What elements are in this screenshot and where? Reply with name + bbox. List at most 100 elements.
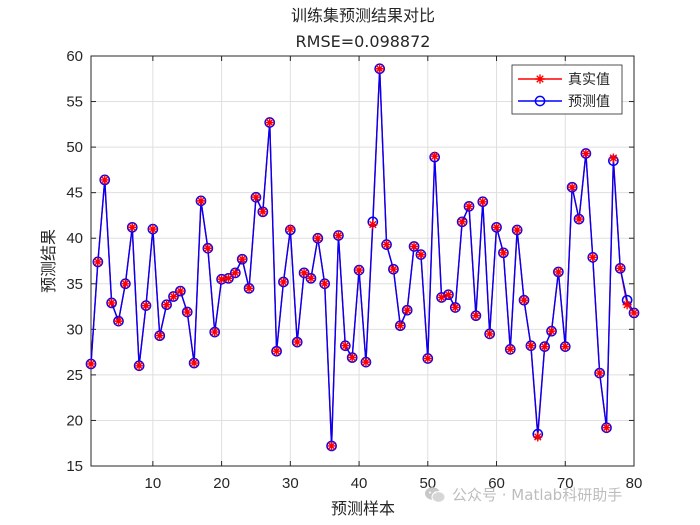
true-point	[595, 368, 605, 378]
y-tick-label: 60	[66, 48, 83, 65]
true-point	[285, 224, 295, 234]
legend-label: 预测值	[568, 94, 610, 110]
x-tick-label: 60	[488, 475, 505, 492]
legend-box	[511, 64, 623, 115]
true-point	[450, 302, 460, 313]
true-point	[258, 207, 268, 217]
true-point	[347, 352, 357, 363]
true-point	[93, 257, 103, 267]
true-point	[148, 224, 158, 234]
y-tick-label: 20	[66, 412, 83, 429]
true-point	[601, 423, 612, 433]
true-point	[546, 326, 557, 336]
true-point	[608, 153, 618, 163]
true-point	[361, 357, 371, 367]
series-predicted-values	[90, 68, 635, 446]
true-point	[223, 273, 234, 283]
true-point	[189, 358, 199, 368]
true-point	[175, 286, 185, 296]
true-point	[567, 182, 577, 192]
watermark-text: 公众号 · Matlab科研助手	[452, 486, 623, 504]
true-point	[196, 196, 206, 206]
true-point	[388, 264, 399, 274]
true-point	[216, 274, 227, 284]
true-point	[491, 222, 502, 232]
true-point	[581, 148, 591, 159]
true-point	[120, 279, 130, 289]
true-point	[430, 151, 440, 161]
y-tick-label: 50	[66, 139, 83, 156]
plot-series	[85, 63, 640, 452]
true-point	[278, 277, 289, 287]
true-point	[271, 346, 282, 356]
true-point	[395, 321, 405, 331]
y-axis: 15 20 25 30 35 40 45 50 55 60	[66, 48, 634, 475]
y-tick-label: 45	[66, 185, 83, 202]
chart-subtitle: RMSE=0.098872	[296, 32, 431, 51]
true-point	[299, 268, 309, 278]
true-point	[251, 192, 261, 202]
true-point	[100, 175, 110, 185]
legend-marker-asterisk	[535, 74, 545, 84]
x-tick-label: 40	[351, 475, 368, 492]
true-point	[526, 341, 536, 351]
true-point	[210, 327, 220, 337]
true-point	[519, 295, 529, 305]
true-point	[155, 331, 165, 341]
true-point	[560, 342, 570, 352]
true-point	[320, 279, 330, 289]
true-point	[423, 353, 433, 364]
true-point	[113, 316, 124, 326]
y-tick-label: 25	[66, 367, 83, 384]
true-point	[588, 252, 598, 262]
true-point	[622, 300, 632, 310]
y-tick-label: 40	[66, 230, 83, 247]
true-point	[182, 307, 192, 317]
true-point	[409, 241, 419, 252]
true-point	[292, 337, 302, 347]
true-point	[162, 300, 172, 310]
axes-frame	[90, 55, 635, 467]
legend-marker-circle	[534, 95, 546, 107]
true-point	[107, 298, 117, 308]
true-point	[313, 233, 323, 243]
true-point	[416, 250, 426, 260]
true-point	[533, 432, 543, 442]
x-axis-label: 预测样本	[331, 499, 395, 518]
true-point	[265, 117, 275, 128]
true-point	[230, 268, 240, 278]
y-tick-label: 35	[66, 276, 83, 293]
true-point	[615, 263, 625, 273]
y-axis-label: 预测结果	[39, 229, 58, 293]
wechat-icon	[425, 486, 446, 503]
true-point	[540, 342, 550, 352]
true-point	[86, 359, 96, 369]
true-point	[134, 361, 144, 371]
x-axis: 10 20 30 40 50 60 70 80	[145, 56, 642, 492]
true-point	[553, 267, 563, 277]
true-point	[457, 217, 467, 227]
true-point	[498, 248, 509, 258]
true-point	[629, 308, 639, 318]
x-tick-label: 20	[213, 475, 230, 492]
true-point	[354, 265, 364, 275]
true-point	[464, 201, 474, 211]
true-point	[375, 64, 385, 74]
chart-title: 训练集预测结果对比	[291, 6, 435, 25]
y-tick-label: 15	[66, 458, 83, 475]
true-point	[574, 214, 584, 224]
true-point	[381, 240, 392, 250]
true-point	[141, 301, 151, 311]
true-point	[443, 290, 454, 300]
series-line	[90, 68, 635, 446]
true-point	[203, 243, 213, 253]
true-point	[237, 254, 247, 264]
marker-layer	[85, 63, 640, 452]
true-point	[244, 283, 254, 293]
true-point	[368, 219, 378, 230]
true-point	[436, 292, 447, 303]
true-point	[326, 441, 337, 451]
legend-label: 真实值	[568, 72, 610, 88]
